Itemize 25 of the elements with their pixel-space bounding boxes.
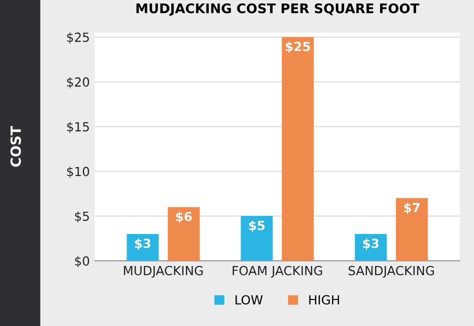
legend-label: HIGH bbox=[309, 295, 340, 305]
data-label: $5 bbox=[249, 220, 265, 232]
bar bbox=[396, 198, 428, 261]
bar bbox=[354, 234, 387, 261]
bar bbox=[240, 216, 273, 261]
bar bbox=[168, 207, 200, 261]
y-axis-title: COST bbox=[10, 126, 21, 167]
data-label: $7 bbox=[404, 202, 420, 214]
bar bbox=[282, 37, 314, 261]
y-tick-label: $10 bbox=[67, 166, 90, 178]
data-label: $3 bbox=[134, 238, 150, 250]
data-label: $3 bbox=[363, 238, 379, 250]
x-tick-label: MUDJACKING bbox=[124, 266, 203, 278]
chart-title: MUDJACKING COST PER SQUARE FOOT bbox=[136, 3, 420, 16]
y-tick-label: $15 bbox=[67, 122, 89, 134]
y-tick-label: $20 bbox=[67, 77, 90, 88]
data-label: $25 bbox=[286, 42, 310, 53]
legend-label: LOW bbox=[236, 295, 263, 305]
data-label: $6 bbox=[176, 212, 192, 223]
bar bbox=[126, 234, 159, 261]
y-tick-label: $5 bbox=[75, 211, 89, 223]
y-tick-label: $25 bbox=[67, 32, 89, 44]
x-tick-label: FOAM JACKING bbox=[232, 266, 322, 278]
x-tick-label: SANDJACKING bbox=[348, 266, 434, 278]
y-tick-label: $0 bbox=[75, 256, 90, 268]
